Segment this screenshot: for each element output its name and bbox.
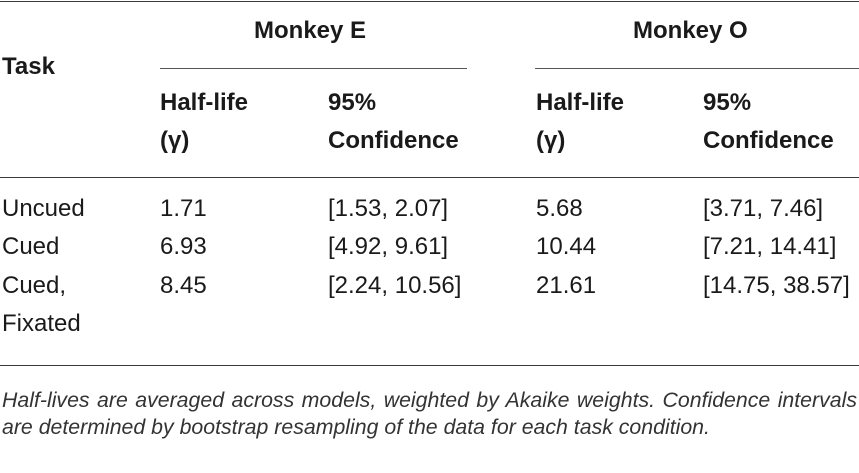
subheader-e-halflife: Half-life (γ)	[160, 84, 248, 160]
row-cued-fixated-o-ci: [14.75, 38.57]	[703, 272, 850, 299]
row-cued-fixated-e-ci: [2.24, 10.56]	[328, 272, 462, 299]
row-uncued-e-halflife: 1.71	[160, 195, 207, 222]
subheader-e-confidence-line2: Confidence	[328, 127, 459, 154]
row-cued-e-halflife: 6.93	[160, 233, 207, 260]
group-underline-monkey-e	[160, 68, 467, 69]
row-cued-o-ci: [7.21, 14.41]	[703, 233, 837, 260]
task-column-header: Task	[2, 53, 55, 80]
subheader-o-confidence: 95% Confidence	[703, 84, 834, 160]
row-uncued-e-ci: [1.53, 2.07]	[328, 195, 449, 222]
row-cued-fixated-o-halflife: 21.61	[536, 272, 597, 299]
row-uncued-task: Uncued	[2, 195, 85, 222]
subheader-o-halflife: Half-life (γ)	[536, 84, 624, 160]
subheader-o-confidence-line1: 95%	[703, 89, 752, 116]
row-cued-task: Cued	[2, 233, 60, 260]
row-cued-o-halflife: 10.44	[536, 233, 597, 260]
row-cued-e-ci: [4.92, 9.61]	[328, 233, 449, 260]
row-uncued-o-halflife: 5.68	[536, 195, 583, 222]
subheader-e-confidence: 95% Confidence	[328, 84, 459, 160]
subheader-e-halflife-line2: (γ)	[160, 127, 190, 154]
row-cued-fixated-task: Cued, Fixated	[2, 267, 81, 343]
group-header-monkey-o: Monkey O	[633, 17, 748, 44]
row-cued-fixated-task-line1: Cued,	[2, 272, 67, 299]
row-cued-fixated-task-line2: Fixated	[2, 310, 81, 337]
group-header-monkey-e: Monkey E	[254, 17, 367, 44]
row-uncued-o-ci: [3.71, 7.46]	[703, 195, 824, 222]
subheader-e-confidence-line1: 95%	[328, 89, 377, 116]
subheader-o-halflife-line2: (γ)	[536, 127, 566, 154]
header-bottom-rule	[0, 177, 859, 178]
subheader-o-confidence-line2: Confidence	[703, 127, 834, 154]
subheader-e-halflife-line1: Half-life	[160, 89, 249, 116]
table-top-rule	[0, 1, 859, 2]
subheader-o-halflife-line1: Half-life	[536, 89, 625, 116]
group-underline-monkey-o	[535, 68, 859, 69]
table-caption: Half-lives are averaged across models, w…	[2, 388, 857, 439]
table-bottom-rule	[0, 365, 859, 366]
row-cued-fixated-e-halflife: 8.45	[160, 272, 207, 299]
